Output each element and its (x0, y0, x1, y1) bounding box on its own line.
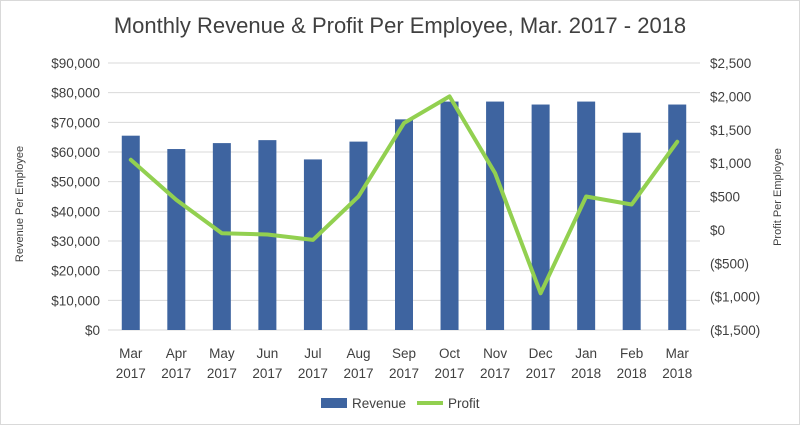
x-tick-label-year: 2017 (526, 366, 556, 381)
left-tick-label: $10,000 (51, 293, 100, 308)
gridlines (108, 62, 700, 331)
x-tick-label-year: 2018 (662, 366, 692, 381)
right-tick-label: $1,000 (710, 156, 751, 171)
revenue-bar (531, 104, 550, 331)
right-tick-label: $1,500 (710, 123, 751, 138)
revenue-bar (622, 132, 641, 330)
legend-label-revenue: Revenue (352, 396, 406, 411)
left-tick-label: $90,000 (51, 56, 100, 71)
left-tick-label: $0 (85, 323, 100, 338)
revenue-bar (440, 101, 459, 330)
x-tick-label-month: Oct (439, 346, 460, 361)
x-tick-label-month: Nov (483, 346, 507, 361)
right-tick-label: ($1,000) (710, 290, 760, 305)
left-tick-label: $20,000 (51, 264, 100, 279)
revenue-bars (121, 101, 687, 331)
right-tick-label: $2,500 (710, 56, 751, 71)
right-axis-title: Profit Per Employee (772, 148, 784, 246)
left-tick-label: $60,000 (51, 145, 100, 160)
left-axis-ticks: $0 $10,000 $20,000 $30,000 $40,000 $50,000 $60… (51, 56, 100, 338)
x-tick-label-year: 2017 (116, 366, 146, 381)
right-tick-label: $0 (710, 223, 725, 238)
x-tick-label-year: 2017 (343, 366, 373, 381)
right-tick-label: ($1,500) (710, 323, 760, 338)
x-tick-label-year: 2017 (480, 366, 510, 381)
revenue-bar (212, 143, 231, 330)
revenue-bar (577, 101, 596, 330)
revenue-bar (121, 135, 140, 330)
x-tick-label-month: Feb (620, 346, 643, 361)
x-tick-label-month: Dec (529, 346, 553, 361)
right-tick-label: ($500) (710, 256, 749, 271)
x-tick-label-month: Jun (256, 346, 278, 361)
revenue-bar (395, 119, 413, 330)
x-tick-label-year: 2017 (389, 366, 419, 381)
x-tick-label-month: May (209, 346, 235, 361)
x-tick-label-year: 2018 (571, 366, 601, 381)
x-tick-label-year: 2018 (617, 366, 647, 381)
legend-swatch-revenue (321, 398, 347, 408)
profit-line-path (128, 94, 680, 296)
chart-title: Monthly Revenue & Profit Per Employee, M… (114, 13, 686, 38)
left-tick-label: $40,000 (51, 204, 100, 219)
left-tick-label: $80,000 (51, 86, 100, 101)
x-tick-label-month: Mar (119, 346, 143, 361)
left-axis-title: Revenue Per Employee (14, 146, 26, 262)
x-tick-label-month: Apr (166, 346, 188, 361)
revenue-bar (303, 159, 322, 330)
right-axis-ticks: ($1,500) ($1,000) ($500) $0 $500 $1,000 $1,500… (710, 56, 760, 338)
revenue-bar (167, 149, 186, 330)
right-tick-label: $500 (710, 190, 740, 205)
left-tick-label: $30,000 (51, 234, 100, 249)
x-axis-ticks: Mar 2017 Apr 2017 May 2017 Jun 2017 Jul 2017 Aug 20… (116, 346, 693, 381)
left-tick-label: $70,000 (51, 115, 100, 130)
x-tick-label-month: Jul (304, 346, 321, 361)
x-tick-label-year: 2017 (435, 366, 465, 381)
x-tick-label-month: Sep (392, 346, 416, 361)
legend: Revenue Profit (321, 396, 480, 411)
revenue-bar (668, 104, 687, 331)
x-tick-label-year: 2017 (161, 366, 191, 381)
right-tick-label: $2,000 (710, 89, 751, 104)
x-tick-label-month: Mar (666, 346, 690, 361)
x-tick-label-year: 2017 (252, 366, 282, 381)
x-tick-label-month: Jan (575, 346, 597, 361)
revenue-bar (349, 141, 368, 330)
x-tick-label-month: Aug (346, 346, 370, 361)
legend-label-profit: Profit (448, 396, 480, 411)
x-tick-label-year: 2017 (298, 366, 328, 381)
x-tick-label-year: 2017 (207, 366, 237, 381)
left-tick-label: $50,000 (51, 175, 100, 190)
profit-line (128, 94, 680, 296)
revenue-bar (486, 101, 505, 330)
